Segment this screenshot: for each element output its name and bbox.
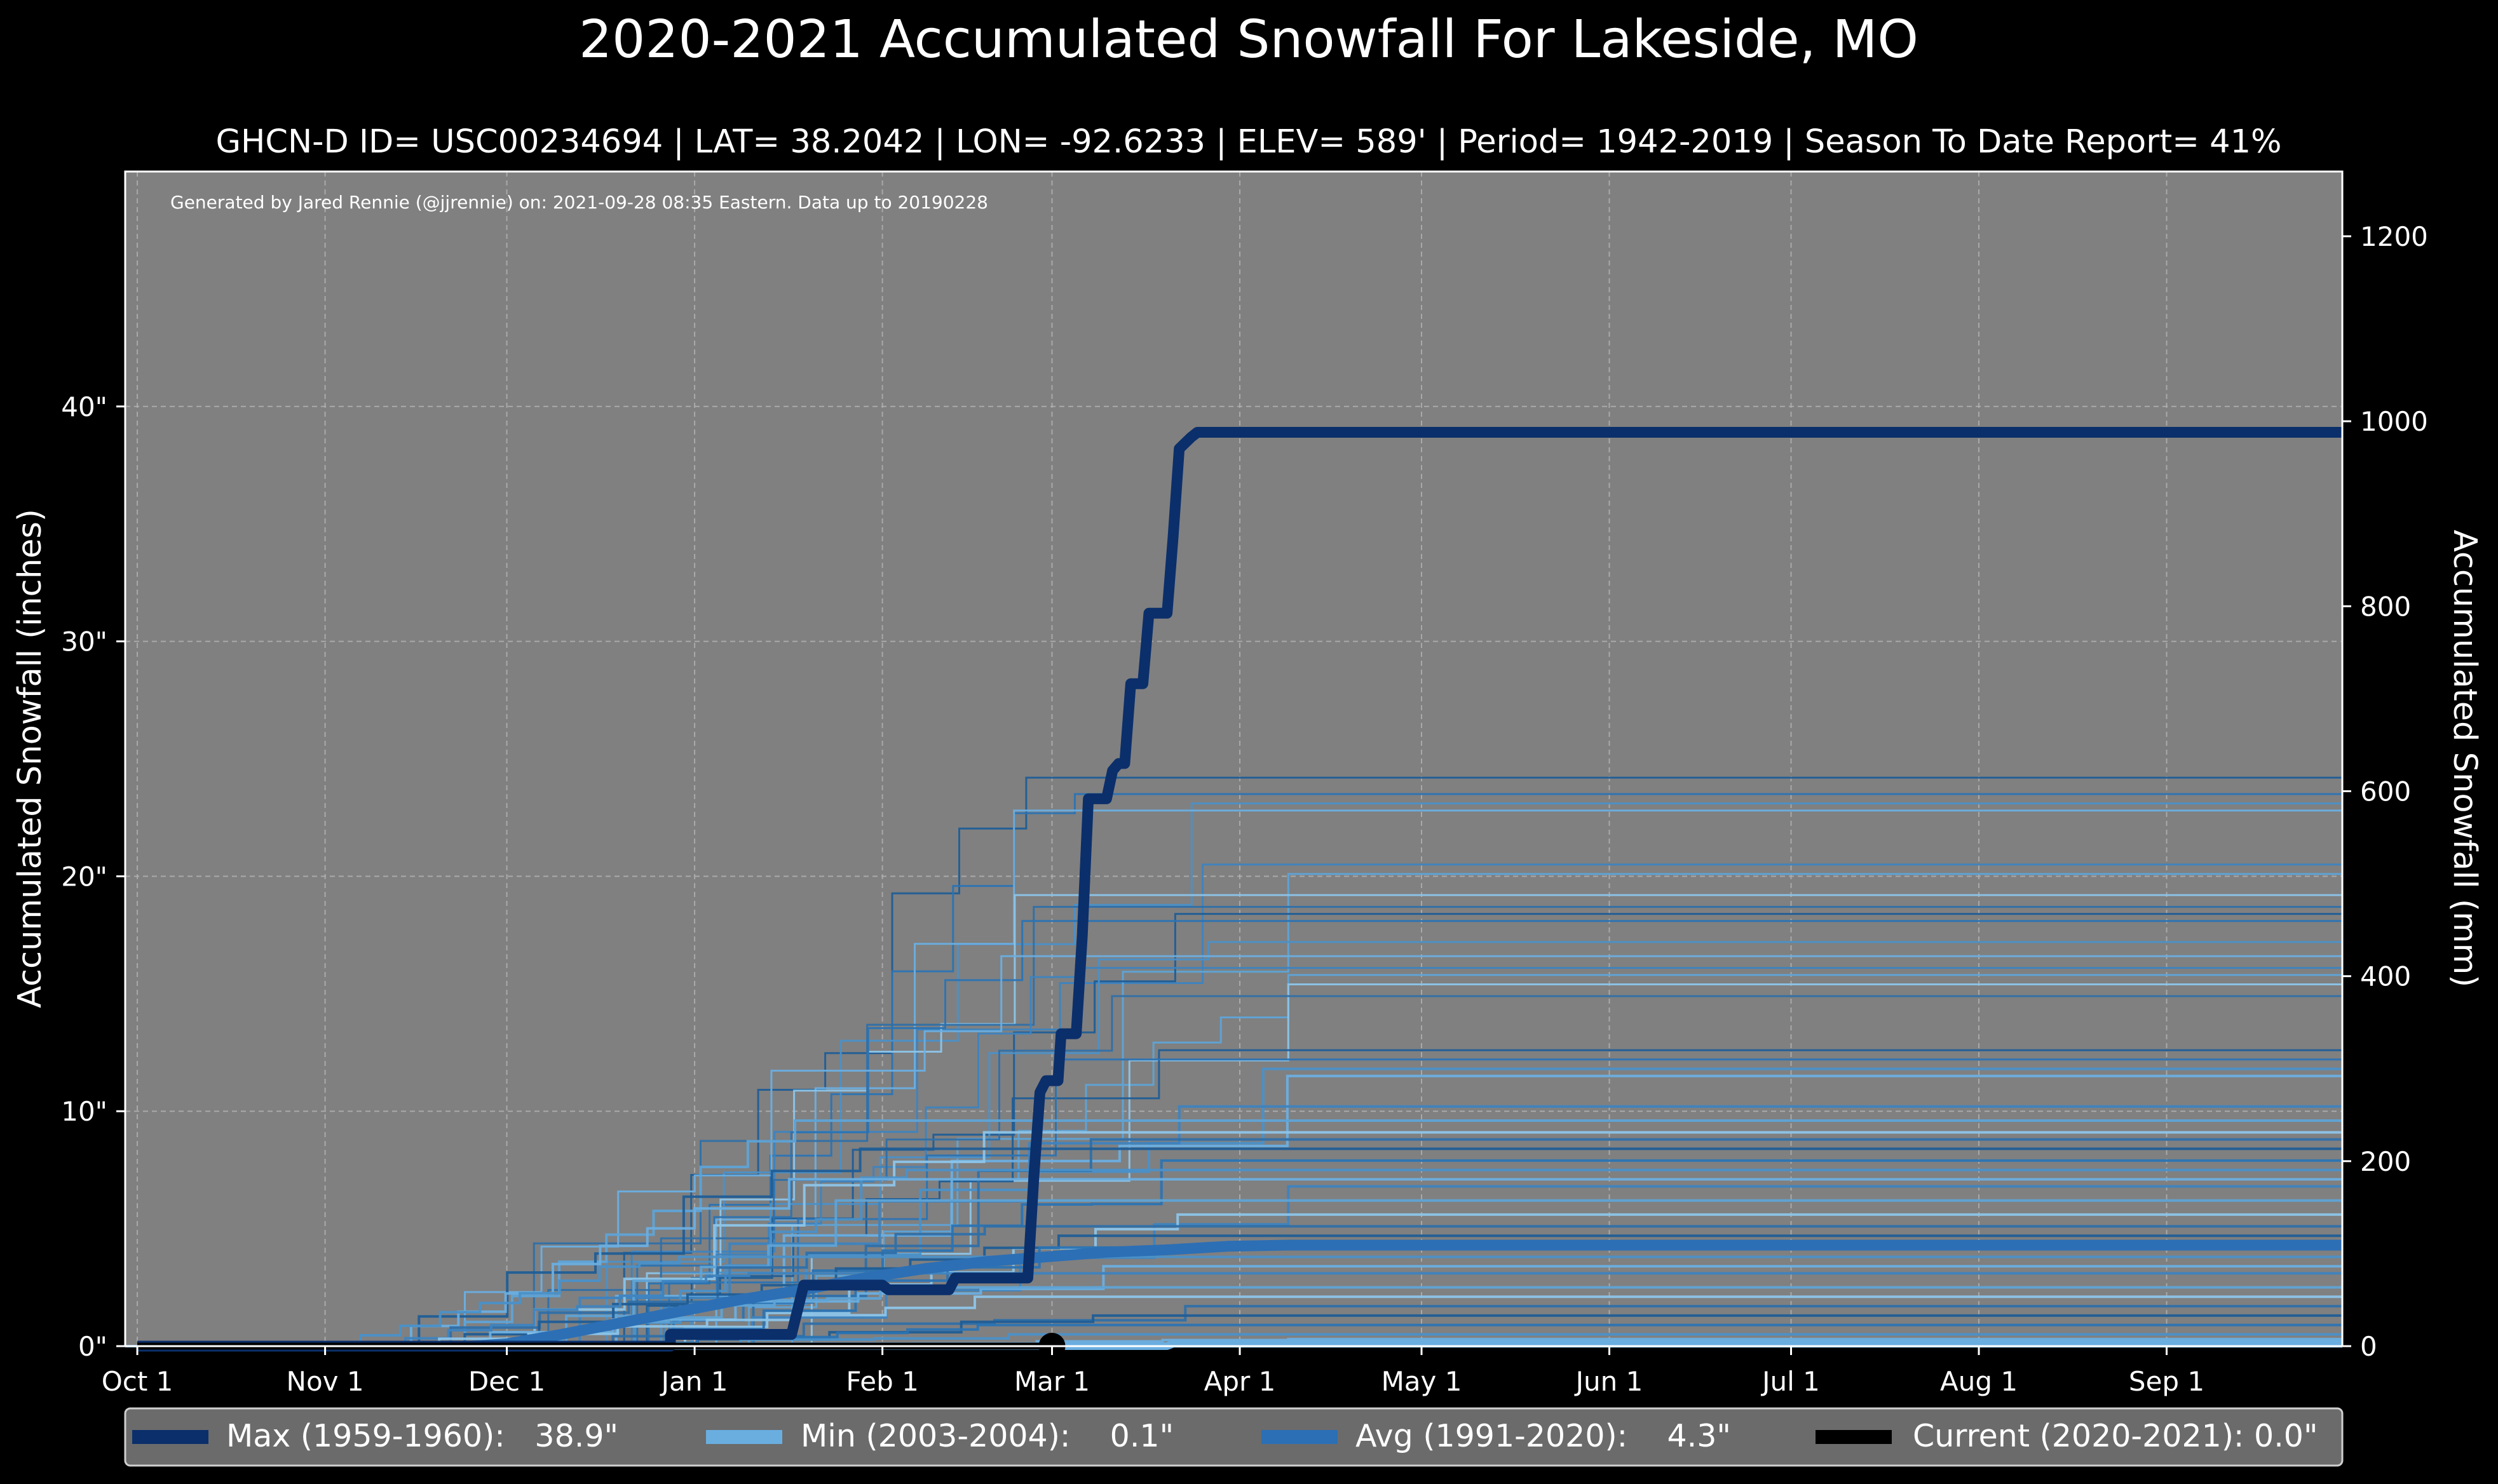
y-axis-left: 0" 10" 20" 30" 40"	[61, 391, 125, 1362]
legend-box	[124, 1407, 2344, 1467]
series-line-avg	[137, 1239, 2342, 1352]
legend-label-avg: Avg (1991-2020): 4.3"	[1355, 1418, 1731, 1454]
chart-subtitle: GHCN-D ID= USC00234694 | LAT= 38.2042 | …	[215, 123, 2281, 161]
x-tick-label: Sep 1	[2129, 1366, 2204, 1397]
x-tick-label: Jul 1	[1760, 1366, 1820, 1397]
y-axis-label-right: Accumulated Snowfall (mm)	[2446, 530, 2483, 987]
y-tick-label-left: 20"	[61, 861, 107, 892]
credit-text: Generated by Jared Rennie (@jjrennie) on…	[170, 192, 988, 213]
y-axis-right: 0 200 400 600 800 1000 1200	[2342, 221, 2428, 1362]
historical-season-line	[125, 1119, 2342, 1347]
historical-season-line	[125, 1147, 2342, 1347]
x-tick-label: May 1	[1381, 1366, 1462, 1397]
x-tick-label: Apr 1	[1204, 1366, 1276, 1397]
series-line-max	[137, 427, 2342, 1352]
x-tick-label: Mar 1	[1014, 1366, 1090, 1397]
x-tick-label: Jun 1	[1574, 1366, 1643, 1397]
historical-season-line	[125, 1272, 2342, 1347]
y-tick-label-left: 30"	[61, 626, 107, 658]
y-tick-label-left: 10"	[61, 1096, 107, 1127]
x-axis: Oct 1 Nov 1 Dec 1 Jan 1 Feb 1 Mar 1 Apr 1 May 1…	[102, 1346, 2204, 1397]
y-tick-label-right: 200	[2360, 1146, 2411, 1177]
legend-label-current: Current (2020-2021): 0.0"	[1913, 1418, 2318, 1454]
y-tick-label-right: 0	[2360, 1331, 2377, 1362]
historical-season-line	[125, 995, 2342, 1347]
y-tick-label-right: 800	[2360, 591, 2411, 622]
y-tick-label-left: 40"	[61, 391, 107, 422]
x-tick-label: Aug 1	[1940, 1366, 2018, 1397]
x-tick-label: Oct 1	[102, 1366, 173, 1397]
x-tick-label: Feb 1	[846, 1366, 918, 1397]
x-tick-label: Jan 1	[660, 1366, 728, 1397]
legend: Max (1959-1960): 38.9" Min (2003-2004): …	[124, 1407, 2344, 1467]
chart-title: 2020-2021 Accumulated Snowfall For Lakes…	[579, 10, 1918, 70]
y-tick-label-right: 600	[2360, 776, 2411, 807]
legend-label-max: Max (1959-1960): 38.9"	[226, 1418, 618, 1454]
plot-frame	[124, 170, 2344, 1347]
historical-season-line	[125, 802, 2342, 1347]
historical-season-line	[125, 1255, 2342, 1347]
y-tick-label-right: 1000	[2360, 406, 2428, 437]
x-tick-label: Dec 1	[468, 1366, 545, 1397]
plot-area	[125, 172, 2342, 1346]
y-tick-label-right: 1200	[2360, 221, 2428, 252]
grid-lines	[125, 172, 2342, 1346]
y-tick-label-right: 400	[2360, 961, 2411, 992]
historical-season-line	[125, 1168, 2342, 1347]
historical-season-line	[125, 955, 2342, 1347]
y-axis-label-left: Accumulated Snowfall (inches)	[11, 509, 49, 1008]
legend-label-min: Min (2003-2004): 0.1"	[801, 1418, 1174, 1454]
y-tick-label-left: 0"	[78, 1331, 107, 1362]
x-tick-label: Nov 1	[287, 1366, 364, 1397]
